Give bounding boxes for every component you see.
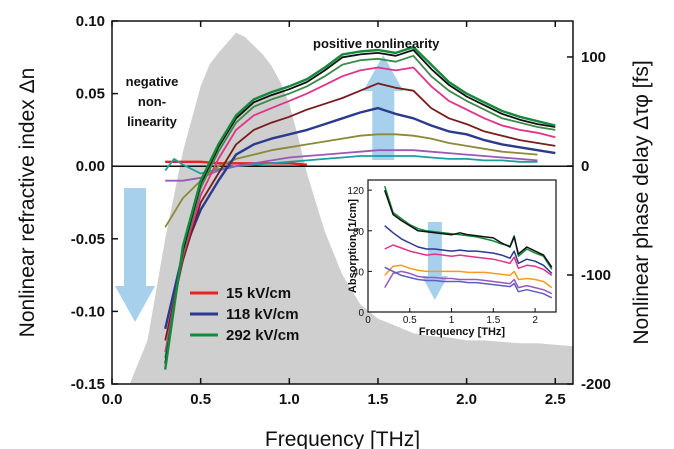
inset-x-tick-label: 0.5 xyxy=(403,315,417,326)
x-axis-label: Frequency [THz] xyxy=(265,428,420,449)
inset-series-line xyxy=(384,266,553,299)
x-tick-label: 1.5 xyxy=(368,391,389,408)
series-line xyxy=(164,54,556,359)
main-chart: 0.0 0.5 1.0 1.5 2.0 2.5 -0.15 -0.10 -0.05 0.00 0.0… xyxy=(16,13,653,449)
y2-tick-label: -100 xyxy=(581,267,611,284)
inset-x-tick-label: 1.5 xyxy=(486,315,500,326)
legend-entry: 292 kV/cm xyxy=(190,327,299,344)
legend-label: 118 kV/cm xyxy=(226,306,299,323)
legend-label: 292 kV/cm xyxy=(226,327,299,344)
series-line xyxy=(164,133,538,228)
series-line xyxy=(164,82,556,341)
legend-label: 15 kV/cm xyxy=(226,285,291,302)
y-tick-label: 0.10 xyxy=(76,13,105,30)
x-tick-label: 0.5 xyxy=(190,391,211,408)
y-tick-label: -0.15 xyxy=(71,376,105,393)
y2-tick-label: 100 xyxy=(581,49,606,66)
inset-frame xyxy=(367,179,557,313)
y-tick-label: -0.10 xyxy=(71,303,105,320)
inset-y-tick-label: 120 xyxy=(347,186,364,197)
y-axis-label: Nonlinear refractive index Δn xyxy=(16,68,39,338)
spectrum-area xyxy=(112,32,573,384)
y2-axis-label: Nonlinear phase delay Δτφ [fs] xyxy=(630,60,653,344)
y-tick-label: -0.05 xyxy=(71,231,105,248)
inset-series-line xyxy=(384,244,553,277)
inset-y-tick-label: 40 xyxy=(353,267,365,278)
x-tick-label: 0.0 xyxy=(102,391,123,408)
y2-tick-label: -200 xyxy=(581,376,611,393)
y2-tick-label: 0 xyxy=(581,158,589,175)
annotation-negative-line2: non- xyxy=(138,94,166,109)
axis-layer: 0.0 0.5 1.0 1.5 2.0 2.5 -0.15 -0.10 -0.05 0.00 0.0… xyxy=(71,13,611,408)
series-line xyxy=(164,66,556,353)
inset-y-axis-label: Absorption [1/cm] xyxy=(347,199,359,293)
inset-series-line xyxy=(384,225,553,274)
series-line xyxy=(164,106,556,330)
inset-axis-layer: 0 0.5 1 1.5 2 0 40 80 120 xyxy=(347,186,538,326)
x-tick-label: 1.0 xyxy=(279,391,300,408)
y-tick-label: 0.05 xyxy=(76,86,105,103)
x-tick-label: 2.5 xyxy=(545,391,566,408)
inset-x-tick-label: 1 xyxy=(449,315,455,326)
series-line xyxy=(165,160,308,166)
annotation-negative-line3: linearity xyxy=(127,114,178,129)
inset-y-tick-label: 80 xyxy=(353,227,365,238)
inset-x-tick-label: 0 xyxy=(365,315,371,326)
inset-chart: 0 0.5 1 1.5 2 0 40 80 120 Frequency [THz] Absorp… xyxy=(347,179,557,338)
series-layer xyxy=(164,45,556,370)
series-line xyxy=(164,49,556,364)
legend-entry: 15 kV/cm xyxy=(190,285,291,302)
spectrum-layer xyxy=(112,32,573,384)
inset-y-tick-label: 0 xyxy=(358,308,364,319)
inset-x-tick-label: 2 xyxy=(532,315,538,326)
down-arrow xyxy=(115,188,156,322)
series-line xyxy=(164,45,556,370)
legend-entry: 118 kV/cm xyxy=(190,306,299,323)
annotation-positive: positive nonlinearity xyxy=(313,36,440,51)
y-tick-label: 0.00 xyxy=(76,158,105,175)
annotation-negative-line1: negative xyxy=(126,74,179,89)
inset-series-line xyxy=(383,185,553,270)
inset-series-line xyxy=(384,270,553,295)
inset-series-layer xyxy=(383,185,553,299)
inset-series-line xyxy=(384,264,553,289)
plot-frame xyxy=(111,20,574,385)
inset-series-line xyxy=(383,189,553,268)
x-tick-label: 2.0 xyxy=(456,391,477,408)
legend: 15 kV/cm 118 kV/cm 292 kV/cm xyxy=(190,285,299,344)
inset-x-axis-label: Frequency [THz] xyxy=(419,326,506,338)
